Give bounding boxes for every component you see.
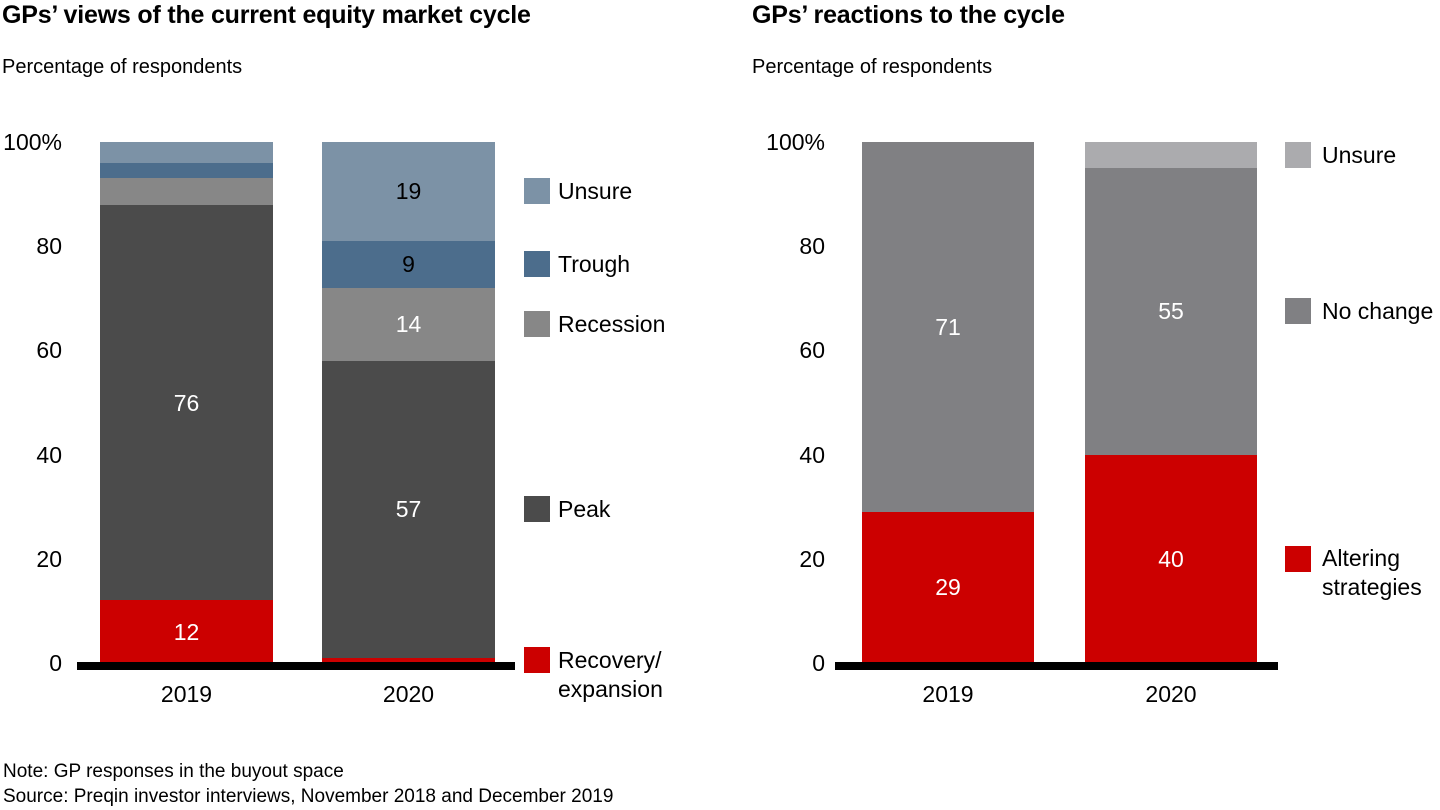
bar-segment-peak <box>322 360 495 658</box>
y-tick-label: 100% <box>3 129 62 155</box>
chart-note: Note: GP responses in the buyout space <box>3 761 344 782</box>
bar-value-label: 14 <box>395 311 422 338</box>
y-tick-label: 0 <box>812 650 825 676</box>
bar-value-label: 12 <box>173 618 200 645</box>
bar-segment-altering-strategies <box>1085 454 1257 663</box>
bar-value-label: 55 <box>1158 298 1184 325</box>
legend-label-altering-strategies: Altering strategies <box>1322 545 1422 601</box>
legend-swatch-unsure <box>524 178 550 205</box>
category-label: 2020 <box>1145 681 1197 707</box>
legend-swatch-unsure <box>1285 142 1311 169</box>
x-axis-line <box>835 662 1278 670</box>
category-label: 2019 <box>160 681 213 707</box>
y-tick-label: 0 <box>49 650 62 676</box>
bar-segment-unsure <box>322 142 495 241</box>
left-chart-title: GPs’ views of the current equity market … <box>2 1 531 29</box>
legend-label-trough: Trough <box>558 250 631 277</box>
bar-segment-peak <box>100 204 273 601</box>
y-tick-label: 40 <box>799 441 825 468</box>
x-axis-line <box>77 662 515 670</box>
right-chart-subtitle: Percentage of respondents <box>752 56 993 78</box>
y-tick-label: 80 <box>36 233 62 260</box>
legend-swatch-peak <box>524 496 550 523</box>
y-tick-label: 40 <box>36 441 62 468</box>
right-chart-title: GPs’ reactions to the cycle <box>752 1 1065 29</box>
legend-swatch-altering-strategies <box>1285 545 1311 572</box>
bar-segment-no-change <box>862 142 1034 512</box>
bar-segment-trough <box>322 240 495 288</box>
legend-label-unsure: Unsure <box>558 177 633 204</box>
legend-swatch-no-change <box>1285 298 1311 325</box>
bar-value-label: 19 <box>395 178 422 205</box>
bar-segment-recovery-expansion <box>322 657 495 663</box>
legend-label-no-change: No change <box>1322 297 1434 324</box>
y-tick-label: 20 <box>36 545 62 572</box>
legend-label-recession: Recession <box>558 310 666 337</box>
bar-segment-no-change <box>1085 168 1257 455</box>
legend-label-unsure: Unsure <box>1322 141 1397 168</box>
bar-segment-altering-strategies <box>862 511 1034 663</box>
y-tick-label: 100% <box>766 129 825 155</box>
bar-segment-recession <box>100 178 273 205</box>
category-label: 2020 <box>382 681 435 707</box>
bar-value-label: 9 <box>402 251 415 278</box>
bar-segment-recession <box>322 287 495 361</box>
bar-value-label: 29 <box>935 574 961 601</box>
y-tick-label: 60 <box>36 337 62 364</box>
y-tick-label: 80 <box>799 233 825 260</box>
legend-swatch-trough <box>524 251 550 278</box>
chart-source: Source: Preqin investor interviews, Nove… <box>3 786 614 807</box>
bar-segment-recovery-expansion <box>100 600 273 663</box>
y-tick-label: 20 <box>799 545 825 572</box>
legend-label-recovery-expansion: Recovery/ expansion <box>558 646 663 702</box>
bar-segment-trough <box>100 162 273 179</box>
left-chart-subtitle: Percentage of respondents <box>2 56 243 78</box>
legend-label-peak: Peak <box>558 495 611 522</box>
legend-swatch-recovery-expansion <box>524 647 550 674</box>
bar-segment-unsure <box>1085 142 1257 169</box>
legend-swatch-recession <box>524 311 550 338</box>
bar-value-label: 76 <box>173 389 200 416</box>
bar-value-label: 71 <box>935 313 961 340</box>
y-tick-label: 60 <box>799 337 825 364</box>
bar-segment-unsure <box>100 142 273 163</box>
category-label: 2019 <box>922 681 974 707</box>
bar-value-label: 40 <box>1158 545 1184 572</box>
bar-value-label: 57 <box>395 496 422 523</box>
